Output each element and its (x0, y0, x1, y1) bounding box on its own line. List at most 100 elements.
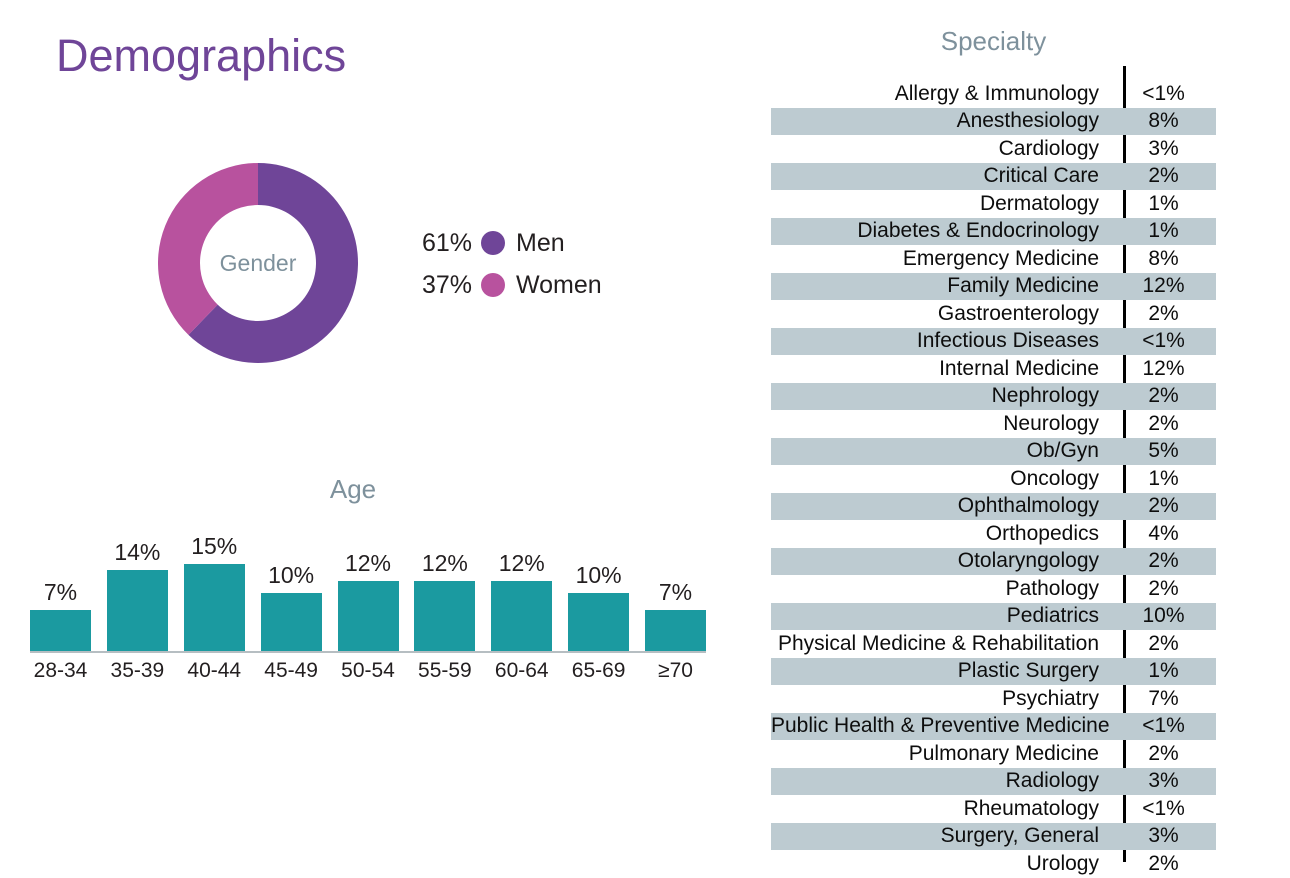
specialty-percent-cell: 1% (1148, 659, 1179, 683)
age-bar-column: 14% (106, 520, 168, 651)
age-bar (260, 593, 322, 651)
specialty-percent-cell: 10% (1142, 604, 1185, 628)
legend-percent-men: 61% (421, 228, 472, 257)
specialty-name-cell: Physical Medicine & Rehabilitation (778, 631, 1099, 655)
specialty-name-cell: Critical Care (983, 164, 1099, 188)
age-bar-value-label: 10% (268, 562, 315, 588)
age-bar (568, 593, 630, 651)
age-bar (491, 581, 553, 651)
age-bar-column: 10% (260, 520, 322, 651)
specialty-percent-cell: 2% (1148, 741, 1179, 765)
age-bar-column: 12% (491, 520, 553, 651)
specialty-name-cell: Diabetes & Endocrinology (857, 219, 1099, 243)
table-row: Radiology 3% (771, 767, 1216, 795)
table-row: Gastroenterology 2% (771, 300, 1216, 328)
specialty-name-cell: Pediatrics (1006, 604, 1099, 628)
age-bar-chart: 7% 14% 15% 10% 12% 12% 12% 10% 7% 28-34 35-39 40-4… (30, 520, 706, 690)
age-bar-category-label: ≥70 (658, 659, 693, 682)
age-bar-column: 10% (568, 520, 630, 651)
specialty-name-cell: Dermatology (979, 191, 1099, 215)
specialty-name-cell: Cardiology (998, 136, 1099, 160)
age-bar-value-label: 10% (575, 562, 622, 588)
age-bar (414, 581, 476, 651)
specialty-percent-cell: 2% (1148, 576, 1179, 600)
specialty-percent-cell: 1% (1148, 466, 1179, 490)
table-row: Emergency Medicine 8% (771, 245, 1216, 273)
table-row: Urology 2% (771, 850, 1216, 878)
table-row: Surgery, General 3% (771, 822, 1216, 850)
age-bar-value-label: 14% (114, 538, 161, 565)
age-bar-column: 12% (414, 520, 476, 651)
age-bar-column: 7% (645, 520, 706, 651)
specialty-percent-cell: 4% (1148, 521, 1179, 545)
specialty-name-cell: Oncology (1010, 466, 1099, 490)
specialty-percent-cell: 2% (1148, 164, 1179, 188)
specialty-name-cell: Emergency Medicine (902, 246, 1099, 270)
legend-percent-women: 37% (421, 270, 472, 299)
table-row: Rheumatology <1% (771, 795, 1216, 823)
legend-swatch-women (481, 273, 505, 297)
age-bar-value-label: 12% (344, 550, 392, 577)
specialty-name-cell: Otolaryngology (957, 549, 1099, 573)
table-row: Family Medicine 12% (771, 272, 1216, 300)
specialty-name-cell: Gastroenterology (937, 301, 1099, 325)
age-bar-value-label: 12% (421, 550, 468, 577)
table-row: Ob/Gyn 5% (771, 437, 1216, 465)
specialty-percent-cell: 7% (1148, 686, 1179, 710)
specialty-name-cell: Plastic Surgery (957, 659, 1099, 683)
specialty-name-cell: Nephrology (991, 384, 1099, 408)
table-row: Diabetes & Endocrinology 1% (771, 217, 1216, 245)
specialty-name-cell: Ophthalmology (957, 494, 1099, 518)
page-title: Demographics (56, 30, 347, 81)
age-bar-category-label: 40-44 (187, 659, 242, 682)
donut-slice-women (158, 163, 258, 335)
specialty-name-cell: Pulmonary Medicine (908, 741, 1099, 765)
specialty-name-cell: Family Medicine (947, 274, 1099, 298)
specialty-table-title: Specialty (940, 26, 1047, 56)
specialty-name-cell: Internal Medicine (939, 356, 1099, 380)
age-bar-column: 12% (337, 520, 399, 651)
age-bar-category-label: 35-39 (110, 659, 165, 682)
table-row: Critical Care 2% (771, 162, 1216, 190)
specialty-name-cell: Ob/Gyn (1026, 439, 1099, 463)
specialty-percent-cell: <1% (1142, 796, 1185, 820)
specialty-percent-cell: 12% (1142, 274, 1185, 298)
specialty-name-cell: Pathology (1005, 576, 1099, 600)
table-row: Infectious Diseases <1% (771, 327, 1216, 355)
specialty-name-cell: Rheumatology (963, 796, 1099, 820)
table-row: Anesthesiology 8% (771, 107, 1216, 135)
table-row: Cardiology 3% (771, 135, 1216, 163)
table-row: Orthopedics 4% (771, 520, 1216, 548)
specialty-percent-cell: 2% (1148, 384, 1179, 408)
specialty-percent-cell: 2% (1148, 549, 1179, 573)
specialty-name-cell: Urology (1026, 851, 1099, 875)
specialty-percent-cell: 2% (1148, 494, 1179, 518)
table-row: Pediatrics 10% (771, 602, 1216, 630)
table-row: Physical Medicine & Rehabilitation 2% (771, 630, 1216, 658)
gender-legend: 61% Men 37% Women (406, 222, 602, 306)
specialty-percent-cell: 1% (1148, 219, 1179, 243)
specialty-percent-cell: 8% (1148, 246, 1179, 270)
specialty-percent-cell: 2% (1148, 631, 1179, 655)
age-axis-line (30, 651, 706, 653)
age-bar-category-label: 60-64 (494, 659, 549, 682)
age-bar-category-label: 50-54 (341, 659, 395, 682)
age-axis-labels: 28-34 35-39 40-44 45-49 50-54 55-59 60-64 65-69… (30, 659, 706, 683)
table-row: Internal Medicine 12% (771, 355, 1216, 383)
gender-donut-svg (158, 163, 358, 363)
legend-label-women: Women (516, 270, 602, 299)
age-bar-category-label: 55-59 (418, 659, 472, 682)
legend-swatch-men (481, 231, 505, 255)
age-bar (337, 581, 399, 651)
specialty-name-cell: Anesthesiology (956, 109, 1099, 133)
specialty-name-cell: Orthopedics (985, 521, 1099, 545)
legend-label-men: Men (516, 228, 565, 257)
specialty-percent-cell: 3% (1148, 824, 1179, 848)
table-row: Neurology 2% (771, 410, 1216, 438)
age-bar (30, 610, 91, 651)
specialty-percent-cell: <1% (1142, 714, 1185, 738)
age-bar-value-label: 15% (191, 533, 238, 559)
age-bar-category-label: 65-69 (571, 659, 626, 682)
table-row: Oncology 1% (771, 465, 1216, 493)
legend-item-men: 61% Men (406, 222, 602, 264)
